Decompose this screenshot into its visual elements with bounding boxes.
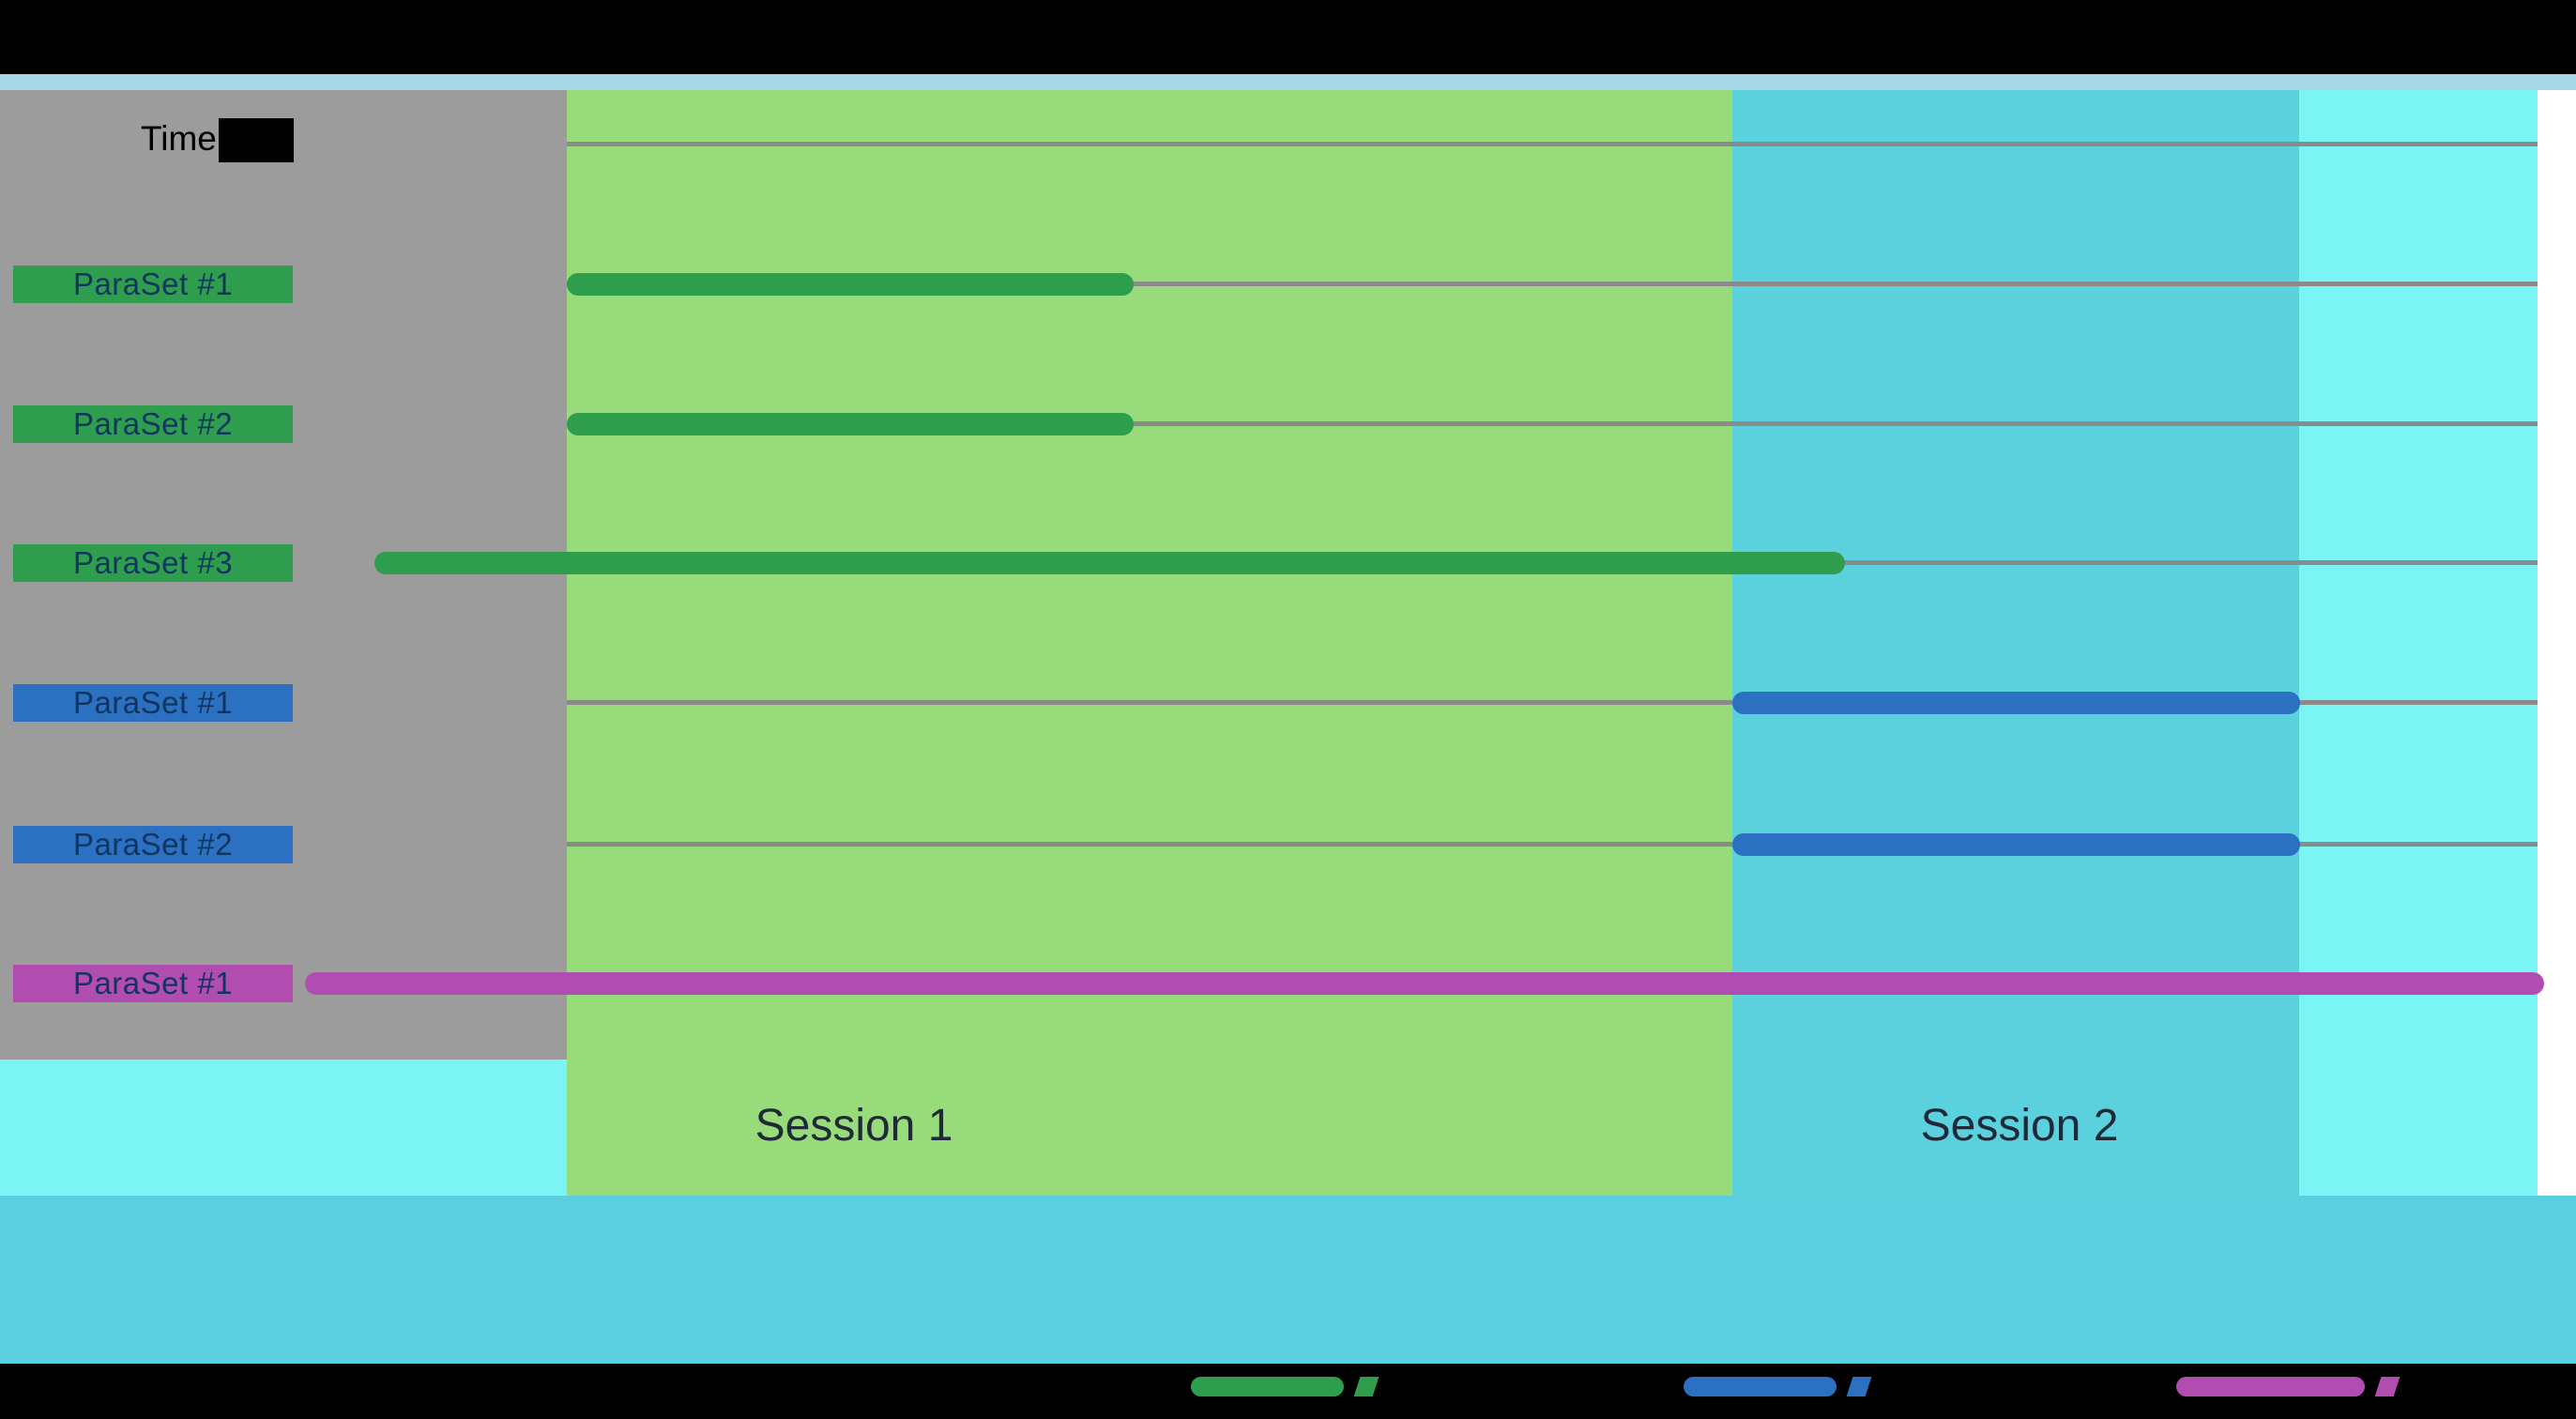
legend-swatch-green [1191, 1377, 1344, 1396]
left-lower-region [0, 1060, 567, 1196]
session2-label: Session 2 [1920, 1101, 2119, 1151]
top-strip [0, 74, 2576, 90]
redaction-box [219, 118, 294, 162]
legend-sliver-green [1353, 1377, 1379, 1396]
legend-sliver-magenta [2374, 1377, 2401, 1396]
post-session-region [2299, 90, 2538, 1196]
session1-region [567, 90, 1732, 1196]
legend-swatch-magenta [2176, 1377, 2365, 1396]
pre-session-region [0, 90, 567, 1060]
legend-sliver-blue [1846, 1377, 1872, 1396]
session2-region [1732, 90, 2299, 1196]
legend-swatch-blue [1684, 1377, 1837, 1396]
bottom-strip [0, 1196, 2576, 1364]
legend-bar [0, 1364, 2576, 1419]
session1-label: Session 1 [755, 1101, 953, 1151]
time-axis-label: Time [141, 119, 217, 158]
top-letterbox [0, 0, 2576, 74]
